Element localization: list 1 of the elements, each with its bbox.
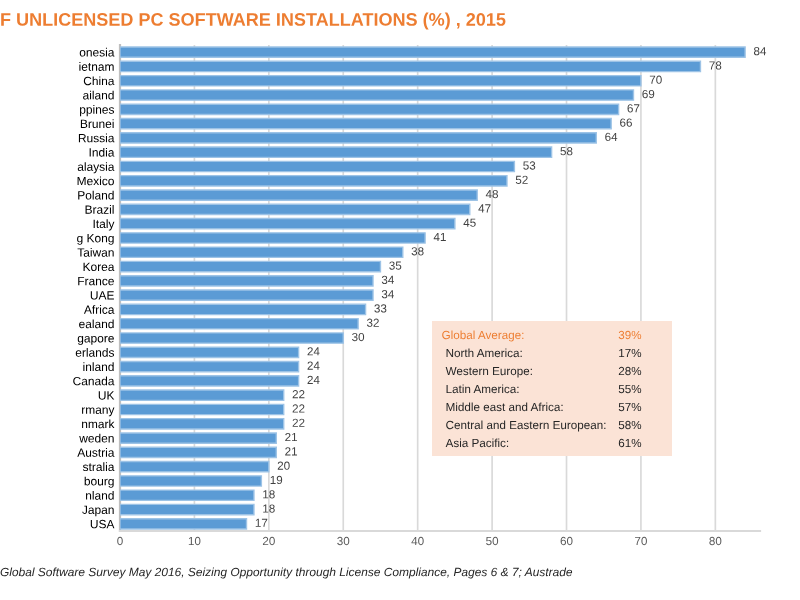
chart-title: F UNLICENSED PC SOFTWARE INSTALLATIONS (%) , 2015: [1, 12, 506, 30]
